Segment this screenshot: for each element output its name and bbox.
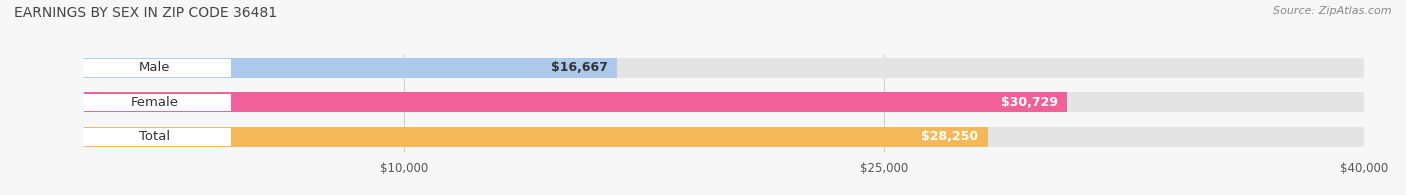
Bar	[77, 128, 232, 146]
Bar	[84, 127, 988, 147]
Text: Female: Female	[131, 96, 179, 109]
Bar	[84, 58, 617, 78]
Bar	[77, 94, 232, 111]
Text: EARNINGS BY SEX IN ZIP CODE 36481: EARNINGS BY SEX IN ZIP CODE 36481	[14, 6, 277, 20]
Text: Male: Male	[139, 61, 170, 74]
Text: Source: ZipAtlas.com: Source: ZipAtlas.com	[1274, 6, 1392, 16]
Bar	[84, 58, 1364, 78]
Bar	[84, 127, 1364, 147]
Text: $30,729: $30,729	[1001, 96, 1057, 109]
Text: $28,250: $28,250	[921, 130, 979, 144]
Text: $16,667: $16,667	[551, 61, 607, 74]
Bar	[84, 92, 1067, 112]
Text: Total: Total	[139, 130, 170, 144]
Bar	[84, 92, 1364, 112]
Bar	[77, 59, 232, 77]
